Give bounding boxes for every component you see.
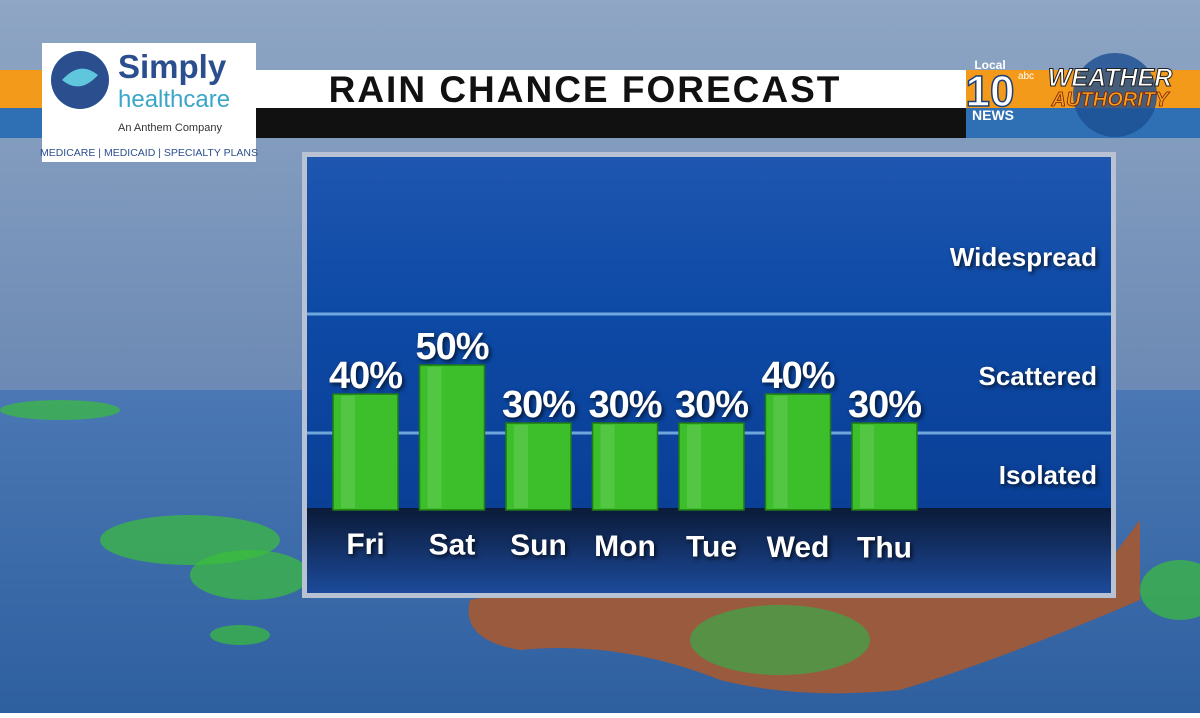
zone-label: Scattered: [979, 361, 1098, 391]
logo-swoosh: [62, 68, 98, 87]
title: RAIN CHANCE FORECAST: [329, 69, 842, 110]
value-label: 30%: [848, 384, 921, 426]
value-label: 50%: [415, 326, 488, 368]
bar: [505, 422, 572, 511]
value-label: 30%: [502, 384, 575, 426]
bar-highlight: [427, 367, 442, 508]
bar: [418, 364, 486, 511]
x-tick-label: Fri: [346, 528, 384, 561]
station-number: 10: [966, 67, 1015, 116]
bar-highlight: [514, 425, 528, 508]
bar: [678, 422, 745, 511]
station-news: NEWS: [972, 107, 1014, 123]
bar: [591, 422, 659, 511]
radar: [690, 605, 870, 675]
station-brand: AUTHORITY: [1051, 89, 1170, 111]
sponsor-name: Simply: [118, 48, 227, 85]
x-tick-label: Tue: [686, 530, 737, 563]
radar: [1140, 560, 1200, 620]
radar: [0, 400, 120, 420]
sponsor-plans: MEDICARE | MEDICAID | SPECIALTY PLANS: [40, 147, 258, 159]
radar: [210, 625, 270, 645]
x-tick-label: Sun: [510, 529, 567, 562]
station-brand: WEATHER: [1048, 64, 1173, 92]
zone-label: Isolated: [999, 460, 1097, 490]
panel-floor: [307, 508, 1111, 593]
bar-highlight: [341, 396, 355, 508]
sponsor-name: healthcare: [118, 86, 230, 113]
x-tick-label: Wed: [767, 531, 830, 564]
value-label: 40%: [329, 355, 402, 397]
bar: [332, 393, 399, 511]
station-network: abc: [1018, 71, 1034, 82]
value-label: 30%: [588, 384, 661, 426]
bar-highlight: [860, 425, 874, 508]
station-local: Local: [974, 58, 1005, 72]
bar-highlight: [687, 425, 701, 508]
x-tick-label: Thu: [857, 532, 912, 565]
bar-highlight: [773, 396, 788, 508]
sponsor-tagline: An Anthem Company: [118, 122, 222, 134]
station-radar: [1073, 53, 1157, 137]
radar: [190, 550, 310, 600]
x-tick-label: Mon: [594, 530, 656, 563]
value-label: 40%: [761, 355, 834, 397]
title-band: [256, 70, 966, 108]
zone-label: Widespread: [950, 242, 1097, 272]
bar: [851, 422, 918, 511]
title-underband: [256, 108, 966, 138]
x-tick-label: Sat: [429, 529, 476, 562]
value-label: 30%: [675, 384, 748, 426]
plot: Widespread Scattered Isolated 40% Fri 50% Sat 3…: [329, 242, 1097, 565]
bar-highlight: [600, 425, 615, 508]
bar: [764, 393, 832, 511]
